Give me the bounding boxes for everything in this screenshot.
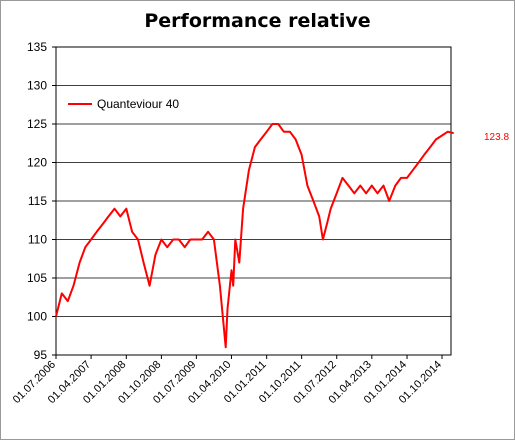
chart-title: Performance relative	[144, 10, 371, 32]
y-tick-label: 100	[27, 310, 47, 324]
x-axis-ticks: 01.07.200601.04.200701.01.200801.10.2008…	[11, 355, 444, 406]
y-tick-label: 105	[27, 271, 47, 285]
y-tick-label: 130	[27, 79, 47, 93]
gridlines	[56, 85, 451, 317]
legend: Quanteviour 40	[68, 97, 179, 111]
last-value-label: 123.8	[484, 132, 509, 143]
series-line	[55, 123, 454, 349]
y-tick-label: 115	[28, 194, 47, 208]
y-tick-label: 120	[27, 156, 47, 170]
series-layer	[55, 123, 454, 349]
y-tick-label: 110	[28, 233, 47, 247]
y-tick-label: 95	[34, 348, 48, 362]
y-axis-ticks: 95 100 105 110 115 120 125 130 135	[27, 40, 56, 362]
y-tick-label: 135	[27, 40, 47, 54]
legend-label: Quanteviour 40	[97, 97, 179, 111]
y-tick-label: 125	[27, 117, 47, 131]
